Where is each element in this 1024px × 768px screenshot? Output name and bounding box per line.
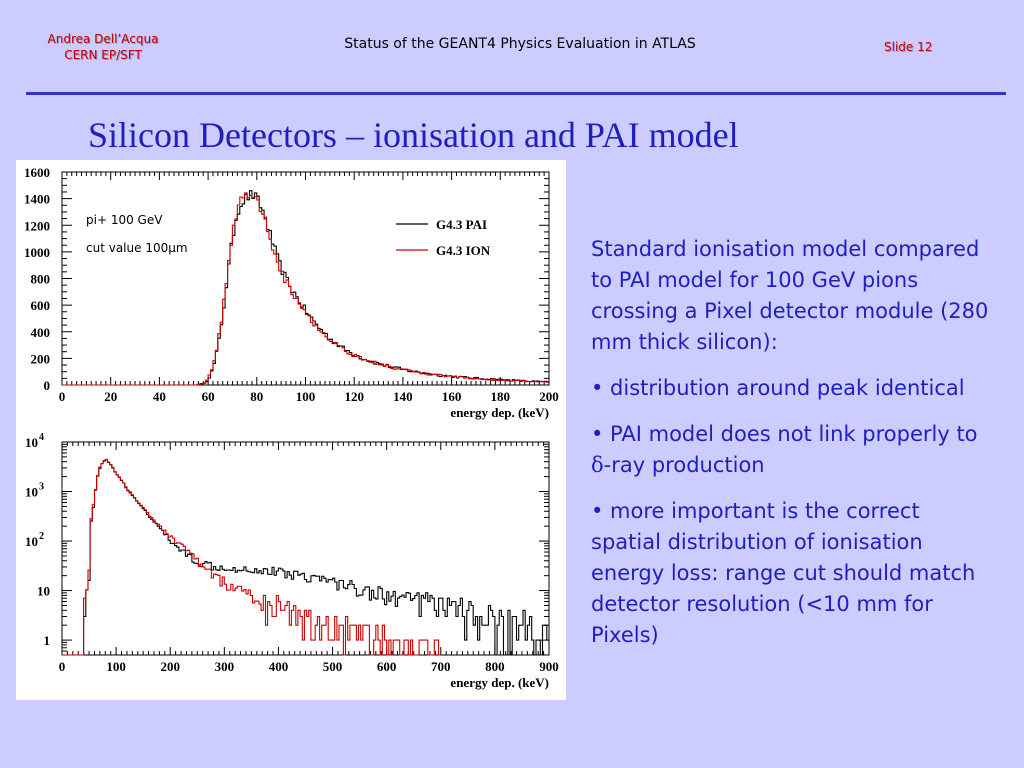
series-line-ion xyxy=(62,192,549,386)
slide-title: Silicon Detectors – ionisation and PAI m… xyxy=(88,115,739,155)
plot-frame xyxy=(61,171,550,386)
series-line-pai xyxy=(62,459,549,656)
author-affiliation: CERN EP/SFT xyxy=(64,48,142,62)
intro-paragraph: Standard ionisation model compared to PA… xyxy=(591,237,989,354)
y-tick-label: 400 xyxy=(31,325,51,340)
bullet-spatial: • more important is the correct spatial … xyxy=(591,499,976,647)
plot-frame xyxy=(61,441,550,656)
y-tick-label: 1600 xyxy=(24,165,50,180)
x-tick-label: 900 xyxy=(539,659,559,674)
x-tick-label: 0 xyxy=(59,659,66,674)
y-tick-label: 1200 xyxy=(24,218,50,233)
plot-panel: 0 20 40 60 80 100 120 140 160 180 200 energy dep. (… xyxy=(16,160,566,700)
x-tick-label: 800 xyxy=(485,659,505,674)
x-tick-label: 700 xyxy=(431,659,451,674)
slide-number: Slide 12 xyxy=(884,40,933,54)
y-tick-exponent: 2 xyxy=(39,531,44,542)
bullet-delta-ray-post: -ray production xyxy=(603,453,765,477)
x-tick-label: 80 xyxy=(250,389,263,404)
x-tick-label: 140 xyxy=(393,389,413,404)
y-tick-label: 1000 xyxy=(24,245,50,260)
header-divider xyxy=(26,92,1006,95)
y-tick-label: 10 xyxy=(25,485,38,500)
x-tick-label: 100 xyxy=(106,659,126,674)
x-axis-label: energy dep. (keV) xyxy=(450,675,549,690)
x-tick-label: 400 xyxy=(269,659,289,674)
y-tick-exponent: 4 xyxy=(39,432,44,443)
x-tick-label: 500 xyxy=(323,659,343,674)
y-tick-label: 10 xyxy=(25,435,38,450)
x-tick-label: 600 xyxy=(377,659,397,674)
presentation-title: Status of the GEANT4 Physics Evaluation … xyxy=(344,36,696,52)
y-tick-label: 600 xyxy=(31,298,51,313)
y-tick-label: 1 xyxy=(44,633,51,648)
x-tick-label: 120 xyxy=(344,389,364,404)
x-axis-label: energy dep. (keV) xyxy=(450,405,549,420)
y-tick-label: 10 xyxy=(25,534,38,549)
x-tick-label: 20 xyxy=(104,389,117,404)
bullet-delta-ray: • PAI model does not link properly to δ-… xyxy=(591,419,991,481)
y-tick-label: 1400 xyxy=(24,192,50,207)
y-tick-label: 200 xyxy=(31,351,51,366)
x-tick-label: 200 xyxy=(160,659,180,674)
legend-label: G4.3 PAI xyxy=(436,217,487,232)
plot-annotation: pi+ 100 GeV xyxy=(86,213,163,227)
x-tick-label: 200 xyxy=(539,389,559,404)
delta-symbol: δ xyxy=(591,453,604,477)
series-line-ion xyxy=(62,458,441,656)
x-tick-label: 100 xyxy=(296,389,316,404)
y-tick-label: 10 xyxy=(37,584,50,599)
plot-annotation: cut value 100μm xyxy=(86,241,188,255)
author-name: Andrea Dell’Acqua xyxy=(47,32,159,46)
bullet-peak: • distribution around peak identical xyxy=(591,376,965,400)
x-tick-label: 160 xyxy=(442,389,462,404)
y-tick-label: 800 xyxy=(31,272,51,287)
x-tick-label: 0 xyxy=(59,389,66,404)
y-tick-label: 0 xyxy=(44,378,51,393)
x-tick-label: 60 xyxy=(202,389,215,404)
x-tick-label: 300 xyxy=(215,659,235,674)
x-tick-label: 40 xyxy=(153,389,166,404)
x-tick-label: 180 xyxy=(491,389,511,404)
bullet-delta-ray-pre: • PAI model does not link properly to xyxy=(591,422,978,446)
y-tick-exponent: 3 xyxy=(39,482,44,493)
author-block: Andrea Dell’Acqua CERN EP/SFT xyxy=(28,31,178,63)
description-text: Standard ionisation model compared to PA… xyxy=(591,234,991,666)
legend-label: G4.3 ION xyxy=(436,243,491,258)
